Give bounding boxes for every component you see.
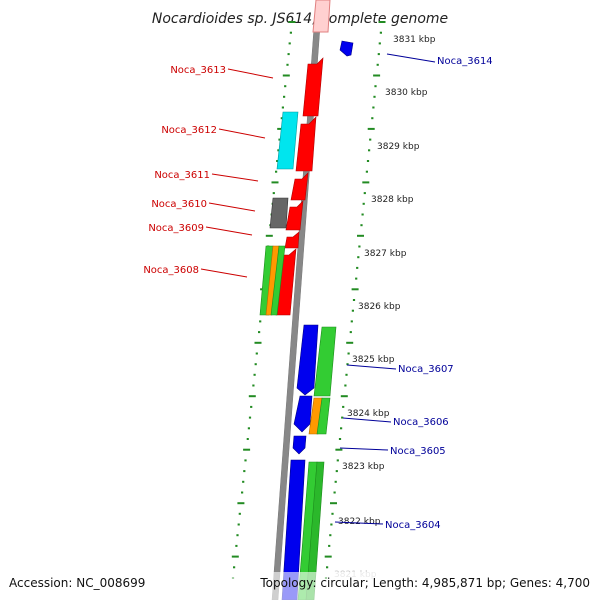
svg-text:Noca_3606: Noca_3606 bbox=[393, 417, 449, 428]
kbp-label-3827: 3827 kbp bbox=[364, 249, 407, 259]
gene-label-noca-3608[interactable]: Noca_3608 bbox=[143, 265, 248, 278]
gene-block-top-partial[interactable] bbox=[312, 0, 331, 33]
gene-block-noca-3609[interactable] bbox=[284, 231, 300, 249]
gene-label-noca-3614[interactable]: Noca_3614 bbox=[386, 53, 493, 67]
gene-label-noca-3606[interactable]: Noca_3606 bbox=[342, 417, 449, 428]
gene-label-noca-3609[interactable]: Noca_3609 bbox=[148, 223, 253, 236]
kbp-label-3824: 3824 kbp bbox=[347, 409, 390, 419]
kbp-label-3822: 3822 kbp bbox=[338, 517, 381, 527]
svg-text:Noca_3608: Noca_3608 bbox=[143, 265, 199, 276]
kbp-label-3823: 3823 kbp bbox=[342, 462, 385, 472]
svg-text:Noca_3613: Noca_3613 bbox=[170, 65, 226, 76]
kbp-label-3831: 3831 kbp bbox=[393, 35, 436, 45]
kbp-label-3826: 3826 kbp bbox=[358, 302, 401, 312]
gene-label-noca-3611[interactable]: Noca_3611 bbox=[154, 170, 259, 182]
gene-block-noca-3605[interactable] bbox=[292, 435, 307, 455]
gene-block-noca-3613[interactable] bbox=[302, 57, 324, 117]
footer-background bbox=[0, 572, 600, 600]
gene-label-noca-3607[interactable]: Noca_3607 bbox=[346, 364, 454, 375]
svg-text:Noca_3609: Noca_3609 bbox=[148, 223, 204, 234]
svg-text:Noca_3611: Noca_3611 bbox=[154, 170, 210, 181]
svg-text:Noca_3605: Noca_3605 bbox=[390, 446, 446, 457]
svg-text:Noca_3604: Noca_3604 bbox=[385, 520, 441, 531]
svg-text:Noca_3610: Noca_3610 bbox=[151, 199, 207, 210]
genome-summary-text: Topology: circular; Length: 4,985,871 bp… bbox=[259, 576, 590, 590]
gene-block-noca-3606-green[interactable] bbox=[316, 397, 331, 435]
gene-block-noca-3607[interactable] bbox=[296, 324, 319, 396]
kbp-label-3829: 3829 kbp bbox=[377, 142, 420, 152]
gene-block-noca-3610-gray[interactable] bbox=[269, 197, 289, 229]
svg-text:Noca_3612: Noca_3612 bbox=[161, 125, 217, 136]
gene-block-noca-3604-green-a[interactable] bbox=[297, 461, 318, 600]
accession-text: Accession: NC_008699 bbox=[9, 576, 145, 590]
gene-block-noca-3612-cyan[interactable] bbox=[276, 111, 299, 170]
kbp-label-3825: 3825 kbp bbox=[352, 355, 395, 365]
gene-block-noca-3608-green-b[interactable] bbox=[270, 245, 286, 316]
gene-block-noca-3611[interactable] bbox=[290, 172, 309, 201]
gene-block-noca-3604[interactable] bbox=[281, 459, 306, 600]
gene-block-noca-3606[interactable] bbox=[293, 395, 313, 433]
gene-label-noca-3612[interactable]: Noca_3612 bbox=[161, 125, 266, 139]
gene-block-noca-3612[interactable] bbox=[295, 116, 317, 172]
tick-ruler-right bbox=[324, 21, 386, 579]
gene-label-noca-3605[interactable]: Noca_3605 bbox=[339, 446, 446, 457]
gene-label-noca-3604[interactable]: Noca_3604 bbox=[334, 520, 441, 531]
kbp-label-3828: 3828 kbp bbox=[371, 195, 414, 205]
map-title: Nocardioides sp. JS614, complete genome bbox=[152, 11, 448, 27]
gene-block-noca-3604-green-b[interactable] bbox=[305, 461, 325, 600]
svg-text:Noca_3614: Noca_3614 bbox=[437, 56, 493, 67]
gene-block-noca-3610[interactable] bbox=[285, 200, 304, 231]
svg-text:Noca_3607: Noca_3607 bbox=[398, 364, 454, 375]
gene-label-noca-3613[interactable]: Noca_3613 bbox=[170, 65, 274, 79]
gene-block-noca-3607-green[interactable] bbox=[313, 326, 337, 397]
gene-block-noca-3614[interactable] bbox=[339, 40, 354, 57]
gene-label-noca-3610[interactable]: Noca_3610 bbox=[151, 199, 256, 212]
kbp-label-3830: 3830 kbp bbox=[385, 88, 428, 98]
